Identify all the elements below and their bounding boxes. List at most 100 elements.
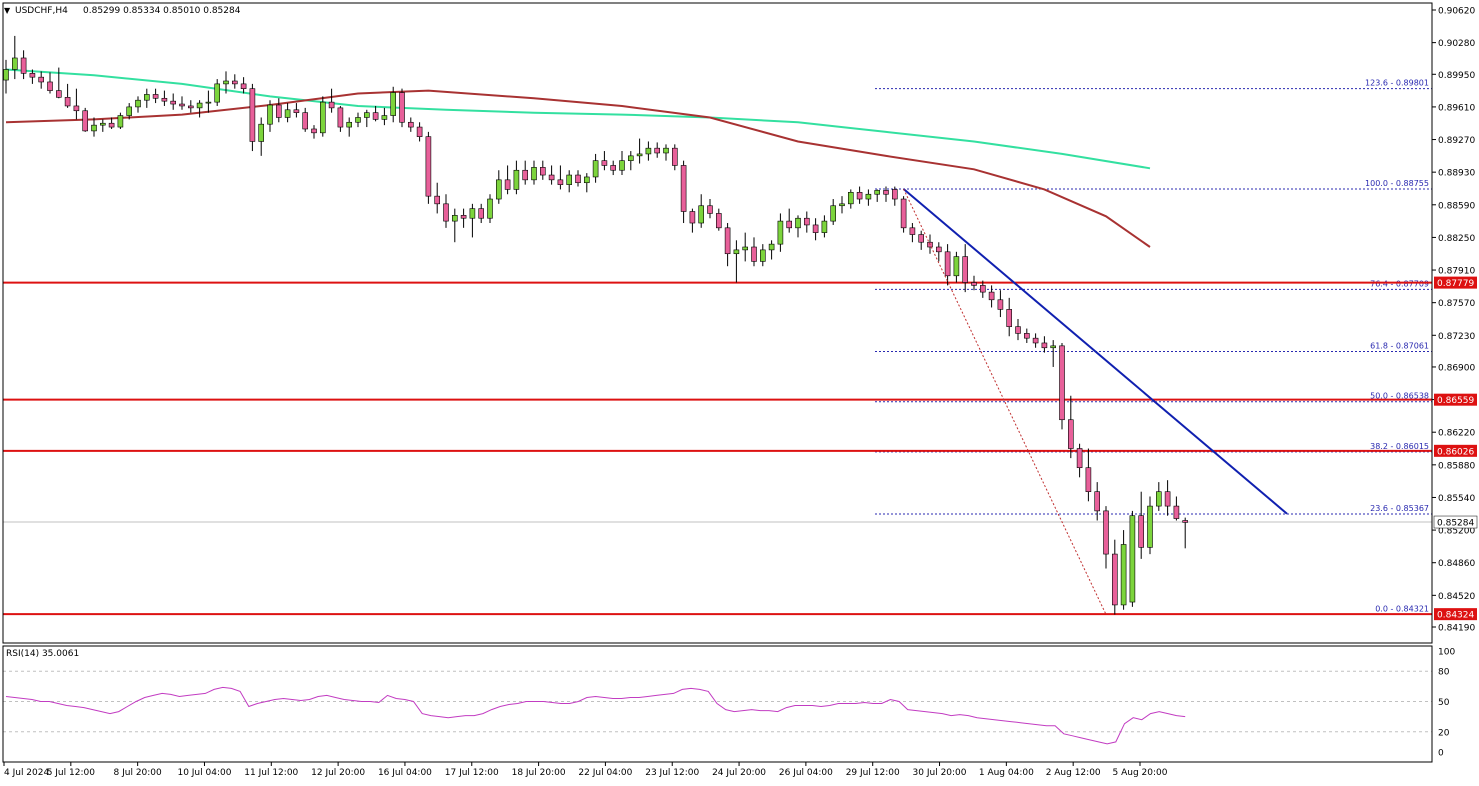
candle [1103, 506, 1109, 569]
candle-body [918, 234, 925, 243]
candle [117, 112, 124, 129]
current-price-tag: 0.85284 [1437, 519, 1474, 529]
candle-body [583, 176, 590, 184]
candle [214, 79, 220, 106]
candle-body [249, 88, 256, 142]
candle-body [953, 256, 960, 277]
candle-body [707, 205, 713, 214]
candle [1156, 482, 1162, 511]
candle-body [1041, 342, 1048, 349]
candle-body [830, 205, 837, 222]
candle [469, 203, 476, 238]
candle-body [390, 92, 397, 116]
candle-body [495, 179, 502, 200]
candle [768, 240, 775, 260]
y-tick-label: 0.85200 [1438, 527, 1475, 537]
candle [100, 119, 106, 132]
candle-body [205, 101, 212, 104]
candle [997, 290, 1004, 318]
candle-body [179, 103, 185, 107]
candle-body [487, 198, 493, 219]
candle [504, 165, 511, 195]
candle [240, 77, 247, 94]
candle-body [636, 153, 643, 157]
candle-body [284, 109, 291, 118]
x-tick-label: 8 Jul 20:00 [114, 768, 163, 778]
candle [707, 199, 713, 219]
candle-body [223, 80, 229, 85]
y-tick-label: 0.88590 [1438, 201, 1475, 211]
candle [425, 131, 432, 204]
candle [64, 83, 71, 108]
candle [319, 96, 326, 137]
candle-body [425, 136, 432, 197]
candle [513, 160, 520, 195]
candle [108, 117, 115, 129]
candle [900, 196, 907, 233]
candle [1138, 491, 1144, 559]
candle [170, 93, 176, 110]
candle [1041, 336, 1048, 353]
candle-body [733, 249, 740, 255]
y-tick-label: 0.90280 [1438, 39, 1475, 49]
rsi-label: RSI(14) 35.0061 [6, 649, 79, 659]
x-tick-label: 26 Jul 04:00 [779, 768, 833, 778]
candle [1006, 297, 1013, 337]
candle-body [73, 105, 80, 112]
candle [557, 165, 564, 190]
candle [830, 199, 837, 225]
candle-body [988, 291, 995, 301]
candle [786, 208, 793, 233]
candle [619, 151, 625, 176]
price-tag: 0.84324 [1437, 611, 1474, 621]
candle-body [654, 147, 661, 154]
candle [73, 88, 80, 120]
candle [328, 88, 335, 113]
symbol-label: USDCHF,H4 [15, 6, 68, 16]
fib-level-label: 0.0 - 0.84321 [1375, 604, 1429, 613]
candle [487, 194, 493, 224]
candle-body [451, 215, 458, 222]
candle [935, 242, 942, 262]
candle-body [1059, 345, 1065, 421]
x-tick-label: 12 Jul 20:00 [311, 768, 365, 778]
candle-body [170, 100, 176, 105]
candle-body [786, 220, 793, 229]
y-tick-label: 0.86220 [1438, 429, 1475, 439]
candle [522, 160, 529, 185]
candle [891, 186, 898, 206]
candle-body [91, 124, 97, 132]
candle-body [12, 57, 18, 70]
candle-body [777, 220, 784, 245]
candle-body [610, 165, 617, 171]
candle [29, 69, 36, 84]
candle-body [1094, 491, 1100, 512]
y-tick-label: 0.87570 [1438, 299, 1475, 309]
candle-body [522, 169, 529, 181]
y-tick-label: 0.84520 [1438, 592, 1475, 602]
x-tick-label: 17 Jul 12:00 [445, 768, 499, 778]
candle [751, 237, 757, 267]
candle-body [557, 179, 564, 185]
candle-body [601, 160, 608, 166]
candle-body [399, 92, 405, 123]
candle-body [768, 243, 775, 251]
candle [205, 90, 212, 113]
candle-body [1068, 419, 1074, 449]
y-tick-label: 0.90620 [1438, 7, 1475, 17]
y-tick-label: 0.89270 [1438, 136, 1475, 146]
candle-body [1147, 505, 1153, 548]
candle-body [363, 112, 370, 118]
candle [1024, 328, 1030, 343]
candle [407, 117, 414, 132]
candle-body [1164, 491, 1171, 507]
candle-body [355, 117, 361, 123]
candle-body [715, 213, 722, 229]
candle-body [258, 123, 265, 142]
symbol-arrow-icon: ▼ [4, 6, 11, 15]
candle [971, 275, 977, 291]
candle-body [1120, 544, 1127, 606]
price-tag-bg [1434, 608, 1477, 621]
candle-body [232, 80, 238, 85]
